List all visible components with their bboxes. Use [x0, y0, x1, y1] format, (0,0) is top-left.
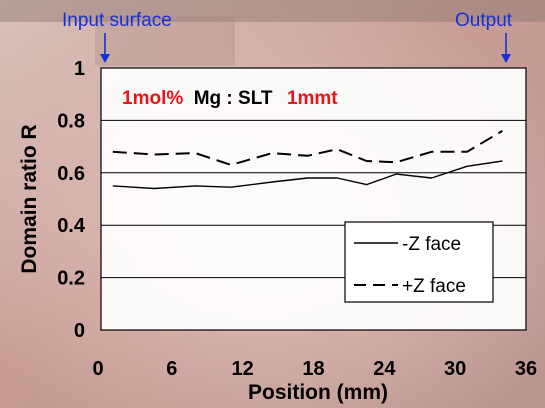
x-tick-labels: 0 6 12 18 24 30 36: [92, 358, 537, 380]
x-tick-label-3: 18: [302, 358, 324, 380]
x-tick-label-5: 30: [444, 358, 466, 380]
series-layer: [112, 130, 503, 190]
y-tick-label-1: 0.2: [57, 268, 85, 290]
series-line-minus-z-face: [112, 160, 503, 190]
photo-dark-block: [95, 16, 235, 66]
title-part-concentration: 1mol%: [122, 88, 183, 109]
input-surface-annotation: Input surface: [62, 10, 172, 31]
chart-title: 1mol% Mg : SLT 1mmt: [122, 88, 338, 109]
y-tick-label-2: 0.4: [57, 215, 86, 237]
x-axis-title: Position (mm): [248, 381, 388, 404]
y-tick-label-3: 0.6: [57, 163, 85, 185]
title-part-thickness: 1mmt: [287, 88, 338, 109]
y-tick-labels: 0 0.2 0.4 0.6 0.8 1: [57, 58, 86, 342]
x-tick-label-2: 12: [232, 358, 254, 380]
x-tick-label-4: 24: [373, 358, 396, 380]
x-tick-label-0: 0: [92, 358, 103, 380]
legend-label-minus-z: -Z face: [402, 234, 461, 255]
x-tick-label-6: 36: [515, 358, 537, 380]
legend-box: [344, 221, 494, 303]
x-tick-label-1: 6: [166, 358, 177, 380]
photo-dark-strip: [0, 0, 545, 22]
y-tick-label-4: 0.8: [57, 110, 85, 132]
input-arrow-icon: [100, 33, 110, 63]
title-part-material: Mg : SLT: [194, 88, 273, 109]
y-axis-title: Domain ratio R: [18, 124, 41, 273]
series-line-plus-z-face: [112, 130, 503, 166]
legend: -Z face +Z face: [344, 221, 494, 303]
y-tick-label-5: 1: [74, 58, 85, 80]
y-tick-label-0: 0: [74, 320, 85, 342]
output-arrow-icon: [501, 33, 511, 63]
legend-label-plus-z: +Z face: [402, 276, 466, 297]
output-annotation: Output: [455, 10, 513, 31]
